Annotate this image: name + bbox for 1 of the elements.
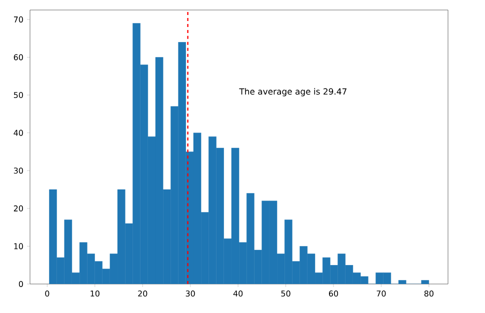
annotation: The average age is 29.47 <box>239 88 346 96</box>
